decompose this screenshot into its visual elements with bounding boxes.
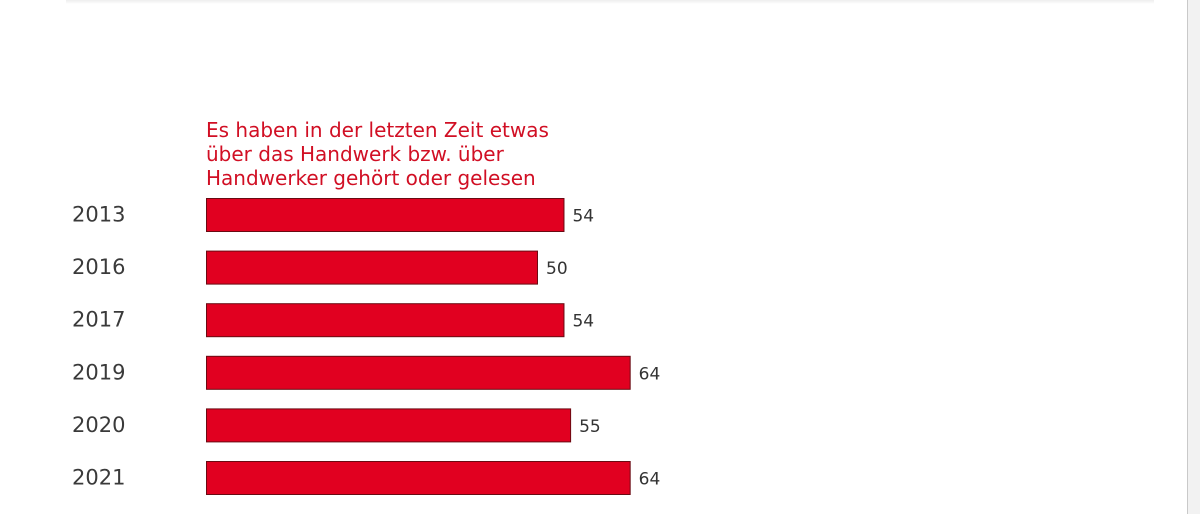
bar-2021: [206, 461, 631, 495]
bar-2016: [206, 250, 538, 285]
value-label: 54: [572, 207, 594, 227]
value-label: 55: [579, 417, 601, 437]
value-label: 50: [546, 259, 568, 279]
category-label: 2020: [72, 413, 125, 437]
bar-2013: [206, 198, 565, 232]
category-label: 2013: [72, 203, 125, 227]
category-label: 2019: [72, 360, 125, 384]
category-label: 2017: [72, 308, 125, 332]
value-label: 54: [572, 312, 594, 332]
window-right-edge: [1187, 0, 1200, 514]
bar-2017: [206, 303, 565, 338]
bar-2019: [206, 355, 631, 390]
category-label: 2021: [72, 466, 125, 490]
series-title: Es haben in der letzten Zeit etwas über …: [206, 118, 549, 190]
top-divider: [66, 0, 1154, 4]
category-label: 2016: [72, 255, 125, 279]
bar-2020: [206, 408, 572, 443]
value-label: 64: [639, 470, 661, 490]
value-label: 64: [639, 364, 661, 384]
